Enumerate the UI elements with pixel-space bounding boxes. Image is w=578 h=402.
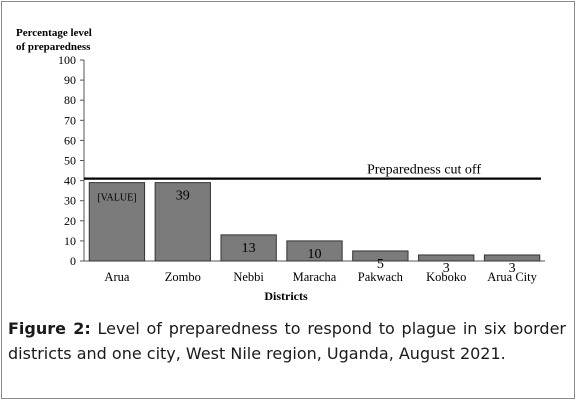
y-tick-label: 20 [64, 214, 76, 228]
x-tick-label: Arua [104, 270, 129, 284]
y-tick-label: 40 [64, 174, 76, 188]
y-tick-label: 80 [64, 93, 76, 107]
bar [88, 182, 146, 262]
figure-caption: Figure 2: Level of preparedness to respo… [8, 316, 566, 366]
y-tick-label: 50 [64, 154, 76, 168]
bar [220, 234, 277, 262]
data-label: 10 [308, 247, 322, 262]
plot-area: 0 10 20 30 40 50 60 70 80 90 100 Arua [VALUE] Zombo 39… [58, 53, 545, 284]
y-tick-label: 30 [64, 194, 76, 208]
data-label: 3 [443, 261, 450, 276]
data-label: 39 [176, 189, 190, 204]
y-axis-title-line2: of preparedness [16, 41, 91, 53]
bar [352, 250, 409, 262]
caption-text: Level of preparedness to respond to plag… [8, 319, 567, 363]
y-tick-label: 70 [64, 113, 76, 127]
bar [418, 254, 475, 262]
y-tick-label: 90 [64, 73, 76, 87]
y-tick-label: 100 [58, 53, 76, 67]
bar [154, 182, 211, 262]
data-label: 3 [509, 261, 516, 276]
bar [483, 254, 541, 262]
y-tick-label: 10 [64, 234, 76, 248]
data-label: 13 [242, 241, 256, 256]
y-axis-title-line1: Percentage level [16, 27, 92, 39]
x-axis-title: Districts [264, 289, 308, 303]
data-label: [VALUE] [97, 193, 136, 204]
caption-label: Figure 2: [8, 319, 91, 338]
y-tick-label: 0 [70, 254, 76, 268]
x-tick-label: Zombo [165, 270, 201, 284]
x-tick-label: Nebbi [233, 270, 264, 284]
y-tick-label: 60 [64, 133, 76, 147]
bar [286, 240, 343, 262]
cutoff-label: Preparedness cut off [367, 163, 481, 178]
x-tick-label: Pakwach [358, 270, 404, 284]
x-tick-label: Arua City [487, 270, 537, 284]
data-label: 5 [377, 257, 384, 272]
bar-chart: Percentage level of preparedness 0 10 20 30… [16, 27, 545, 303]
x-tick-label: Koboko [426, 270, 466, 284]
x-tick-label: Maracha [293, 270, 337, 284]
